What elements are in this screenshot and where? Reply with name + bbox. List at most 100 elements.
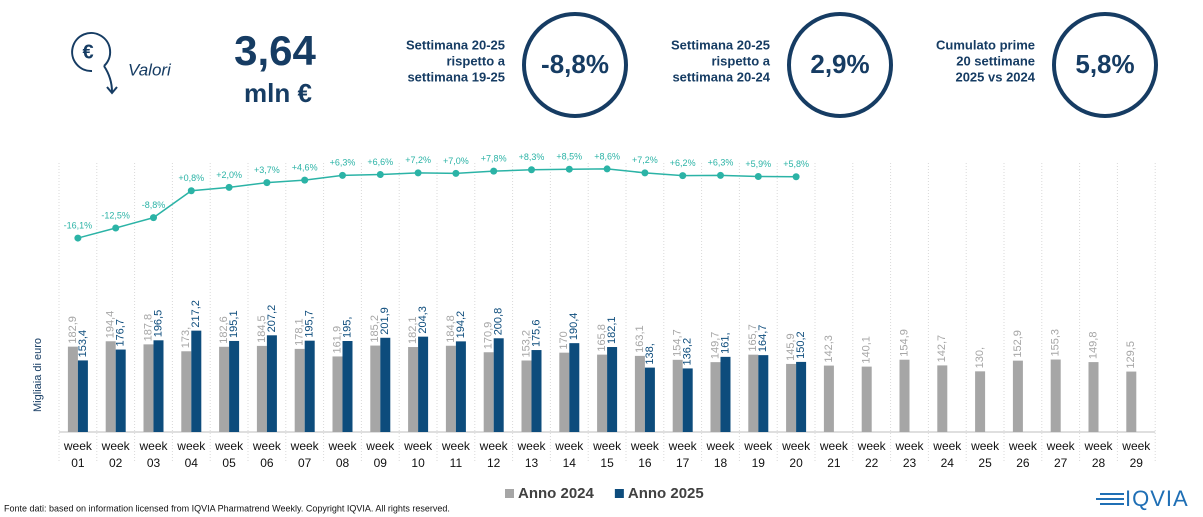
bar bbox=[294, 348, 305, 432]
line bbox=[77, 168, 797, 239]
kpi-label: 2025 vs 2024 bbox=[955, 69, 1035, 84]
bar-label: 182,6 bbox=[218, 316, 230, 344]
bar bbox=[77, 360, 88, 432]
bar bbox=[67, 346, 78, 432]
bar bbox=[644, 367, 655, 432]
bar-label: 170,9 bbox=[483, 322, 495, 350]
line-label: -12,5% bbox=[101, 210, 130, 220]
x-tick-label: week 24 bbox=[933, 439, 962, 470]
bar-label: 196,5 bbox=[152, 310, 164, 338]
bar-label: 195, bbox=[341, 317, 353, 338]
bar-label: 217,2 bbox=[190, 300, 202, 328]
bar-label: 164,7 bbox=[757, 325, 769, 353]
line-point bbox=[717, 171, 724, 179]
bar bbox=[370, 345, 381, 432]
x-tick-label: week 20 bbox=[782, 439, 811, 470]
bar-label: 154,7 bbox=[672, 329, 684, 357]
line-point bbox=[187, 187, 195, 195]
x-tick-label: week 28 bbox=[1084, 439, 1113, 470]
line-label: +3,7% bbox=[254, 165, 280, 175]
bar-label: 182,1 bbox=[606, 316, 618, 344]
bar bbox=[342, 341, 353, 432]
bar bbox=[191, 330, 202, 432]
bar-label: 184,5 bbox=[256, 315, 268, 343]
bar-label: 149,7 bbox=[709, 332, 721, 360]
x-tick-label: week 21 bbox=[819, 439, 848, 470]
x-tick-label: week 17 bbox=[668, 439, 697, 470]
line-point bbox=[112, 224, 120, 232]
x-tick-label: week 11 bbox=[441, 439, 470, 470]
bar-label: 184,8 bbox=[445, 315, 457, 343]
bar bbox=[181, 351, 192, 432]
line-point bbox=[376, 171, 384, 179]
line-label: +8,3% bbox=[519, 152, 545, 162]
x-tick-label: week 06 bbox=[252, 439, 281, 470]
bar bbox=[219, 346, 230, 432]
bar bbox=[569, 343, 580, 432]
bar bbox=[332, 356, 343, 432]
line-point bbox=[641, 169, 649, 177]
kpi-value: -8,8% bbox=[541, 49, 609, 79]
line-label: +0,8% bbox=[178, 173, 204, 183]
line-label: +7,8% bbox=[481, 154, 507, 164]
bar bbox=[597, 354, 608, 432]
bar-label: 136,2 bbox=[682, 338, 694, 366]
line-point bbox=[754, 172, 762, 180]
bar-label: 140,1 bbox=[861, 336, 873, 364]
bar-label: 165,7 bbox=[747, 324, 759, 352]
bar-label: 182,9 bbox=[67, 316, 79, 344]
footnote: Fonte dati: based on information license… bbox=[4, 503, 450, 513]
x-tick-label: week 22 bbox=[857, 439, 886, 470]
x-tick-label: week 29 bbox=[1122, 439, 1151, 470]
x-tick-label: week 25 bbox=[971, 439, 1000, 470]
line-label: +6,2% bbox=[670, 158, 696, 168]
bar-label: 190,4 bbox=[568, 313, 580, 341]
line-label: +7,2% bbox=[632, 155, 658, 165]
kpi-value: 2,9% bbox=[810, 49, 869, 79]
bar bbox=[483, 352, 494, 432]
bar bbox=[758, 355, 769, 432]
line-point bbox=[74, 234, 82, 242]
x-tick-label: week 27 bbox=[1046, 439, 1075, 470]
x-tick-label: week 10 bbox=[404, 439, 433, 470]
line-point bbox=[528, 166, 535, 174]
bar-label: 178,1 bbox=[294, 318, 306, 346]
line-point bbox=[414, 169, 422, 177]
bar-label: 182,1 bbox=[407, 316, 419, 344]
bar bbox=[408, 347, 419, 432]
line-label: +5,8% bbox=[783, 159, 809, 169]
bar bbox=[975, 371, 986, 432]
kpi-label: Settimana 20-25 bbox=[406, 37, 505, 52]
bar bbox=[115, 349, 126, 432]
line-point bbox=[679, 172, 687, 180]
line-label: +7,0% bbox=[443, 156, 469, 166]
line-point bbox=[490, 167, 498, 175]
bar-label: 161,9 bbox=[331, 326, 343, 354]
x-tick-label: week 14 bbox=[555, 439, 584, 470]
bar-label: 185,2 bbox=[369, 315, 381, 343]
kpi-label: rispetto a bbox=[711, 53, 770, 68]
line-point bbox=[603, 165, 611, 173]
bar bbox=[634, 355, 645, 432]
x-tick-label: week 23 bbox=[895, 439, 924, 470]
bar bbox=[672, 359, 683, 432]
bar bbox=[720, 356, 731, 432]
bar-label: 207,2 bbox=[266, 305, 278, 333]
x-tick-label: week 03 bbox=[139, 439, 168, 470]
line-point bbox=[339, 171, 346, 179]
bar-label: 153,4 bbox=[77, 330, 89, 358]
bar-label: 194,4 bbox=[105, 311, 117, 339]
line-label: +4,6% bbox=[292, 162, 318, 172]
bar-label: 176,7 bbox=[115, 319, 127, 347]
kpi-circle bbox=[1052, 12, 1158, 118]
x-tick-label: week 09 bbox=[366, 439, 395, 470]
line-label: +8,5% bbox=[556, 152, 582, 162]
bar bbox=[493, 338, 504, 432]
bar bbox=[607, 347, 618, 432]
x-tick-label: week 02 bbox=[101, 439, 130, 470]
bar-label: 145,9 bbox=[785, 333, 797, 361]
bar-label: 149,8 bbox=[1087, 332, 1099, 360]
bar-label: 201,9 bbox=[379, 307, 391, 335]
bar bbox=[937, 365, 948, 432]
